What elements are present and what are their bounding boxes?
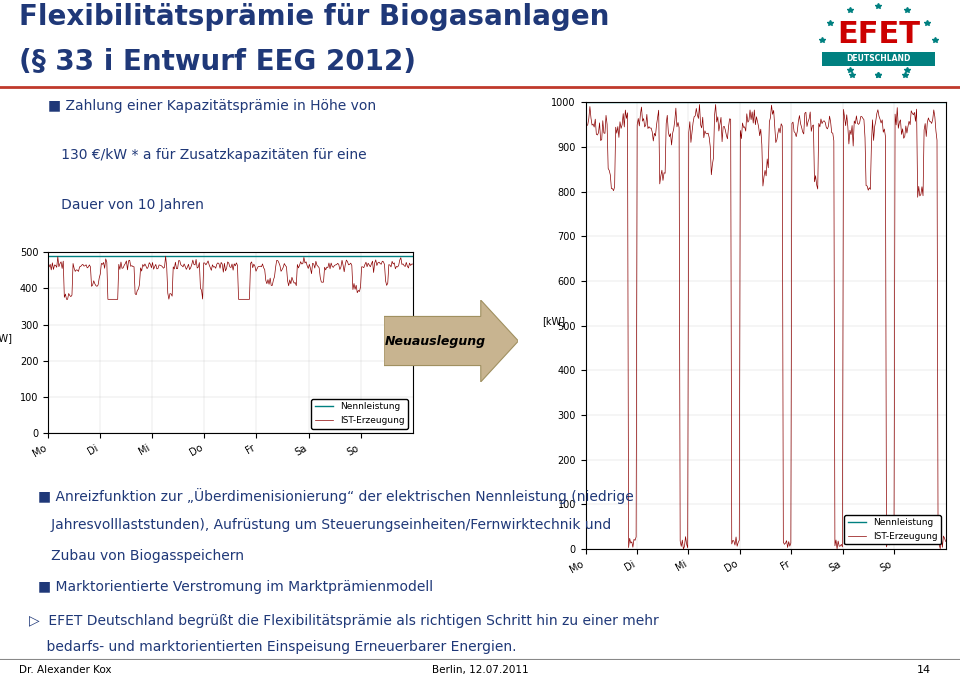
Legend: Nennleistung, IST-Erzeugung: Nennleistung, IST-Erzeugung xyxy=(311,399,408,428)
Line: IST-Erzeugung: IST-Erzeugung xyxy=(586,104,946,549)
Nennleistung xyxy=(151,252,162,260)
Text: Neuauslegung: Neuauslegung xyxy=(385,334,486,348)
Nennleistung xyxy=(341,252,352,260)
IST-Erzeugung xyxy=(160,252,172,261)
Nennleistung xyxy=(687,98,699,106)
IST-Erzeugung xyxy=(47,258,59,267)
Text: Berlin, 12.07.2011: Berlin, 12.07.2011 xyxy=(432,666,528,675)
IST-Erzeugung xyxy=(660,169,671,177)
IST-Erzeugung xyxy=(42,260,54,268)
Text: (§ 33 i Entwurf EEG 2012): (§ 33 i Entwurf EEG 2012) xyxy=(19,48,417,76)
Text: Zubau von Biogasspeichern: Zubau von Biogasspeichern xyxy=(38,549,245,563)
FancyBboxPatch shape xyxy=(822,52,935,65)
Text: ▷  EFET Deutschland begrüßt die Flexibilitätsprämie als richtigen Schritt hin zu: ▷ EFET Deutschland begrüßt die Flexibili… xyxy=(29,614,659,628)
Nennleistung xyxy=(875,98,886,106)
IST-Erzeugung xyxy=(584,102,595,110)
Text: EFET: EFET xyxy=(837,20,920,49)
Text: Jahresvolllaststunden), Aufrüstung um Steuerungseinheiten/Fernwirktechnik und: Jahresvolllaststunden), Aufrüstung um St… xyxy=(38,518,612,532)
IST-Erzeugung xyxy=(784,542,796,550)
Polygon shape xyxy=(384,300,518,382)
Text: bedarfs- und marktorientierten Einspeisung Erneuerbarer Energien.: bedarfs- und marktorientierten Einspeisu… xyxy=(29,640,516,655)
Nennleistung xyxy=(123,252,134,260)
Text: ■ Anreizfunktion zur „Überdimenisionierung“ der elektrischen Nennleistung (niedr: ■ Anreizfunktion zur „Überdimenisionieru… xyxy=(38,488,635,503)
Text: ■ Zahlung einer Kapazitätsprämie in Höhe von: ■ Zahlung einer Kapazitätsprämie in Höhe… xyxy=(48,99,376,113)
IST-Erzeugung xyxy=(580,117,591,125)
IST-Erzeugung xyxy=(153,265,164,273)
IST-Erzeugung xyxy=(348,286,359,294)
Nennleistung xyxy=(584,98,595,106)
IST-Erzeugung xyxy=(124,256,135,265)
Text: Flexibilitätsprämie für Biogasanlagen: Flexibilitätsprämie für Biogasanlagen xyxy=(19,3,610,31)
IST-Erzeugung xyxy=(343,261,354,269)
Text: Dauer von 10 Jahren: Dauer von 10 Jahren xyxy=(48,198,204,212)
Nennleistung xyxy=(407,252,419,260)
Text: 130 €/kW * a für Zusatzkapazitäten für eine: 130 €/kW * a für Zusatzkapazitäten für e… xyxy=(48,149,367,162)
Text: DEUTSCHLAND: DEUTSCHLAND xyxy=(846,54,911,63)
IST-Erzeugung xyxy=(940,537,951,546)
Nennleistung xyxy=(781,98,793,106)
IST-Erzeugung xyxy=(678,545,689,553)
Nennleistung xyxy=(42,252,54,260)
Y-axis label: [kW]: [kW] xyxy=(0,333,12,342)
Y-axis label: [kW]: [kW] xyxy=(541,316,564,325)
IST-Erzeugung xyxy=(876,116,888,124)
IST-Erzeugung xyxy=(60,295,72,303)
Nennleistung xyxy=(47,252,59,260)
IST-Erzeugung xyxy=(694,100,706,108)
Legend: Nennleistung, IST-Erzeugung: Nennleistung, IST-Erzeugung xyxy=(844,515,941,544)
Nennleistung xyxy=(247,252,258,260)
Nennleistung xyxy=(878,98,890,106)
IST-Erzeugung xyxy=(250,262,261,270)
Text: Dr. Alexander Kox: Dr. Alexander Kox xyxy=(19,666,111,675)
Nennleistung xyxy=(660,98,671,106)
Text: ■ Marktorientierte Verstromung im Marktprämienmodell: ■ Marktorientierte Verstromung im Marktp… xyxy=(38,580,434,594)
Nennleistung xyxy=(580,98,591,106)
IST-Erzeugung xyxy=(880,543,892,551)
IST-Erzeugung xyxy=(407,260,419,268)
Line: IST-Erzeugung: IST-Erzeugung xyxy=(48,256,413,299)
Nennleistung xyxy=(940,98,951,106)
Text: 14: 14 xyxy=(917,666,931,675)
IST-Erzeugung xyxy=(688,113,700,121)
Nennleistung xyxy=(345,252,356,260)
